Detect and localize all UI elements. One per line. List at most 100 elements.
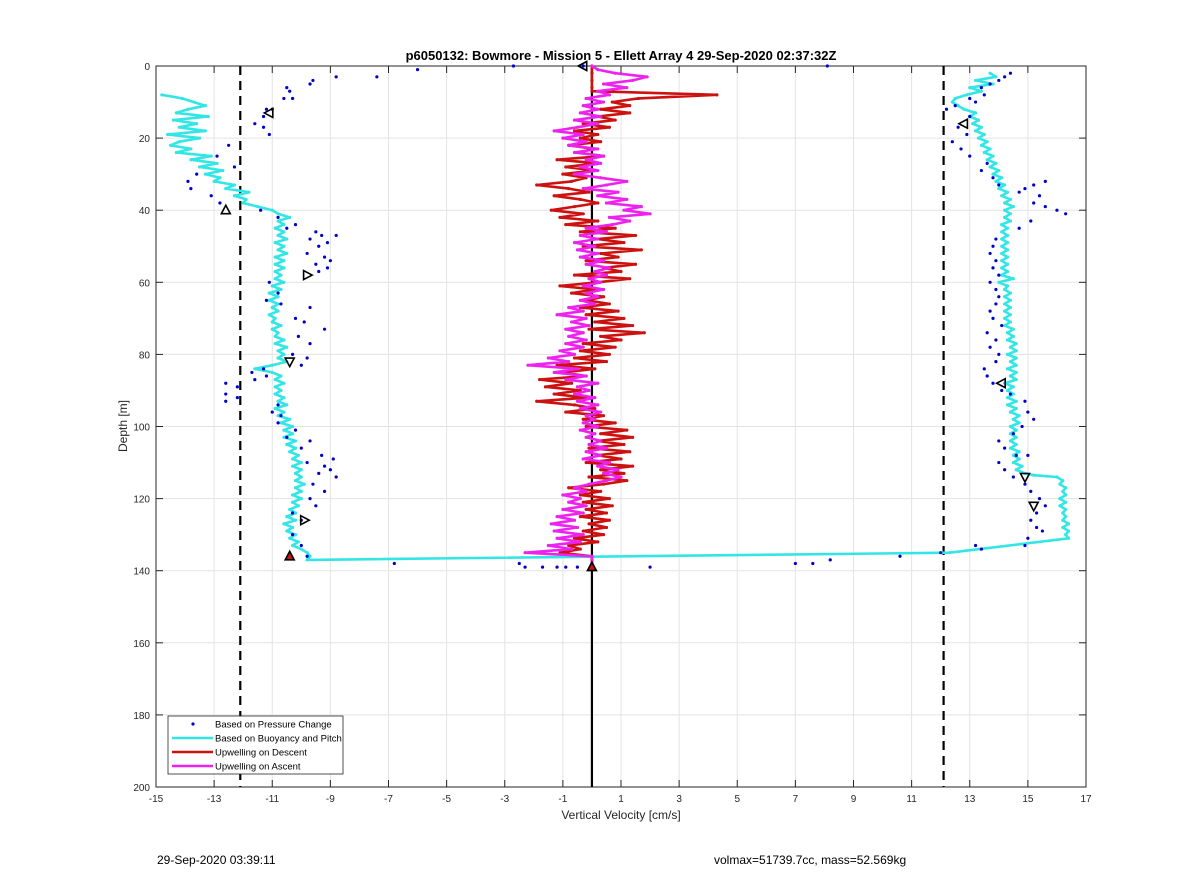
series-point-upwelling-on-ascent [575,525,580,530]
pressure-point [311,78,315,83]
pressure-point [264,107,269,111]
pressure-point [985,331,989,335]
series-point-based-on-buoyancy-and-pitch [174,150,178,155]
series-point-upwelling-on-ascent [552,129,556,133]
series-point-upwelling-on-ascent [622,208,626,212]
series-point-upwelling-on-ascent [601,100,606,104]
pressure-point [997,295,1001,299]
y-tick-label: 180 [133,711,150,722]
pressure-point [270,410,274,414]
series-point-based-on-buoyancy-and-pitch [282,522,286,526]
series-point-upwelling-on-descent [616,255,620,259]
series-point-based-on-buoyancy-and-pitch [279,421,283,425]
pressure-point [302,320,306,324]
series-point-based-on-buoyancy-and-pitch [293,533,298,537]
pressure-point [264,374,269,378]
series-point-based-on-buoyancy-and-pitch [285,251,289,256]
pressure-point [267,280,271,284]
series-point-based-on-buoyancy-and-pitch [273,226,277,230]
pressure-point [279,302,283,306]
series-point-based-on-buoyancy-and-pitch [1058,482,1062,486]
y-tick-label: 0 [144,62,150,73]
series-point-based-on-buoyancy-and-pitch [279,287,283,292]
series-point-based-on-buoyancy-and-pitch [1008,345,1013,349]
series-point-upwelling-on-ascent [584,338,588,342]
series-point-based-on-buoyancy-and-pitch [982,150,986,155]
series-point-upwelling-on-ascent [587,323,591,328]
pressure-point [968,154,972,158]
pressure-point [1003,446,1007,450]
series-point-based-on-buoyancy-and-pitch [273,385,277,389]
pressure-point [224,392,228,396]
series-point-upwelling-on-ascent [584,291,588,295]
pressure-point [285,435,289,439]
series-point-upwelling-on-ascent [596,295,600,299]
y-tick-label: 120 [133,495,150,506]
series-point-based-on-buoyancy-and-pitch [215,161,219,165]
pressure-point [235,396,239,400]
pressure-point [939,551,943,555]
x-tick-label: 1 [618,794,624,805]
series-point-upwelling-on-ascent [607,266,611,270]
series-point-based-on-buoyancy-and-pitch [276,302,280,306]
series-point-upwelling-on-ascent [601,287,606,292]
series-point-based-on-buoyancy-and-pitch [282,259,286,263]
series-point-based-on-buoyancy-and-pitch [290,500,295,504]
series-point-upwelling-on-ascent [581,309,585,313]
pressure-point [1064,212,1068,216]
series-point-upwelling-on-ascent [581,132,585,137]
pressure-point [322,255,327,259]
series-point-upwelling-on-descent [599,334,603,338]
series-point-based-on-buoyancy-and-pitch [1064,493,1068,497]
series-point-based-on-buoyancy-and-pitch [285,515,289,519]
series-point-upwelling-on-descent [596,132,600,137]
x-tick-label: 11 [906,794,917,805]
series-point-based-on-buoyancy-and-pitch [1061,525,1065,530]
series-point-upwelling-on-ascent [578,165,582,169]
pressure-point [375,75,379,79]
pressure-point [956,125,960,129]
pressure-point [308,305,312,310]
series-point-upwelling-on-descent [581,341,585,346]
series-point-based-on-buoyancy-and-pitch [1061,511,1065,515]
series-point-based-on-buoyancy-and-pitch [285,442,289,447]
triangle-left-marker [957,117,969,130]
pressure-point [575,565,580,569]
series-point-based-on-buoyancy-and-pitch [293,518,298,522]
series-point-based-on-buoyancy-and-pitch [273,334,277,338]
series-point-upwelling-on-descent [601,414,606,418]
pressure-point [1034,511,1039,515]
series-point-based-on-buoyancy-and-pitch [177,140,181,144]
pressure-point [314,262,318,266]
series-point-upwelling-on-descent [590,86,594,90]
series-point-upwelling-on-ascent [584,262,588,266]
series-point-based-on-buoyancy-and-pitch [276,399,280,403]
series-point-based-on-buoyancy-and-pitch [299,460,303,465]
series-point-based-on-buoyancy-and-pitch [302,482,306,486]
series-point-based-on-buoyancy-and-pitch [1003,316,1007,320]
pressure-point [1032,183,1036,187]
series-point-based-on-buoyancy-and-pitch [1005,331,1010,335]
series-point-based-on-buoyancy-and-pitch [1005,262,1010,266]
series-point-based-on-buoyancy-and-pitch [290,432,295,436]
pressure-point [973,543,978,548]
pressure-point [1008,71,1013,75]
pressure-point [523,565,527,569]
series-point-based-on-buoyancy-and-pitch [293,471,298,475]
series-point-based-on-buoyancy-and-pitch [299,547,303,551]
pressure-point [581,64,585,68]
series-point-based-on-buoyancy-and-pitch [273,378,277,382]
series-point-upwelling-on-descent [593,406,597,411]
series-point-based-on-buoyancy-and-pitch [1005,255,1010,259]
pressure-point [953,104,957,108]
series-point-upwelling-on-descent [622,316,626,320]
pressure-point [997,352,1001,356]
series-point-upwelling-on-descent [564,165,568,169]
series-point-upwelling-on-ascent [567,143,571,147]
pressure-point [828,558,832,562]
x-tick-label: -11 [265,794,279,805]
pressure-point [322,489,327,493]
series-point-upwelling-on-descent [578,493,582,497]
series-point-based-on-buoyancy-and-pitch [282,230,286,234]
